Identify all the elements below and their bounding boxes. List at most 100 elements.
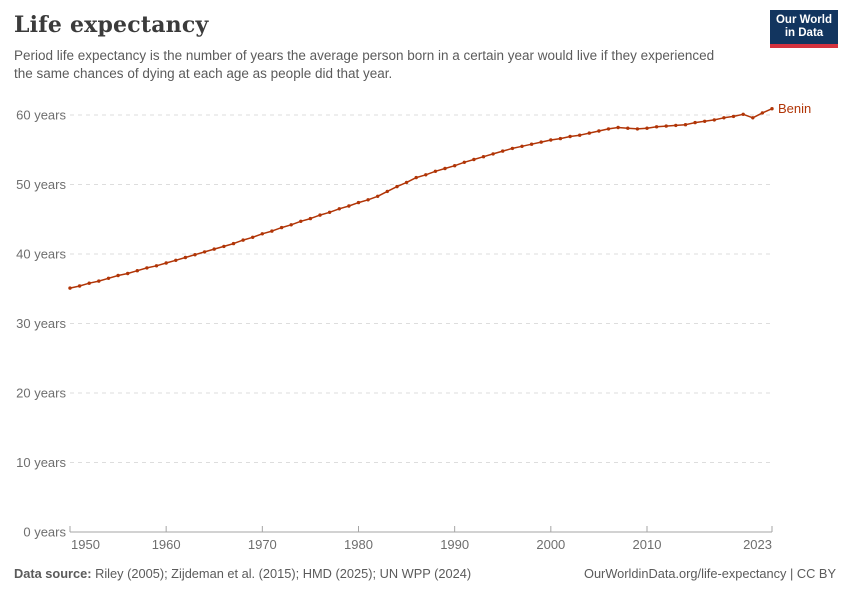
data-point[interactable] — [693, 120, 697, 125]
data-point[interactable] — [703, 119, 707, 124]
data-point[interactable] — [520, 144, 524, 148]
owid-logo[interactable]: Our World in Data — [770, 10, 838, 48]
data-point[interactable] — [376, 194, 380, 198]
data-point[interactable] — [568, 134, 572, 139]
data-point[interactable] — [202, 250, 207, 254]
data-point[interactable] — [722, 116, 726, 120]
data-point[interactable] — [193, 253, 197, 257]
data-point[interactable] — [126, 271, 130, 276]
y-axis-tick-label: 60 years — [16, 108, 66, 123]
data-point[interactable] — [222, 244, 226, 249]
data-point[interactable] — [645, 126, 649, 130]
data-point[interactable] — [241, 238, 245, 242]
owid-logo-stripe — [770, 44, 838, 48]
data-point[interactable] — [597, 129, 601, 133]
data-point[interactable] — [635, 127, 640, 131]
data-point[interactable] — [145, 266, 149, 270]
data-point[interactable] — [443, 166, 447, 171]
data-source-note: Data source: Riley (2005); Zijdeman et a… — [14, 566, 471, 581]
data-point[interactable] — [433, 169, 438, 173]
credit-link[interactable]: OurWorldinData.org/life-expectancy | CC … — [583, 566, 836, 581]
y-axis-tick-label: 0 years — [23, 525, 66, 540]
data-point[interactable] — [231, 241, 236, 246]
data-point[interactable] — [462, 160, 466, 164]
data-point[interactable] — [731, 114, 736, 119]
data-point[interactable] — [289, 223, 293, 227]
series-label[interactable]: Benin — [778, 101, 811, 116]
data-point[interactable] — [327, 210, 332, 214]
data-point[interactable] — [587, 131, 591, 135]
data-point[interactable] — [308, 216, 313, 221]
data-point[interactable] — [251, 235, 255, 239]
data-point[interactable] — [664, 124, 668, 128]
data-point[interactable] — [751, 116, 755, 120]
data-point[interactable] — [337, 207, 341, 211]
data-point[interactable] — [549, 138, 553, 142]
y-axis-tick-label: 20 years — [16, 386, 66, 401]
x-axis-tick-label: 1980 — [344, 537, 373, 552]
data-point[interactable] — [87, 281, 91, 285]
data-point[interactable] — [404, 180, 409, 185]
data-point[interactable] — [68, 286, 72, 290]
x-axis-tick-label: 1950 — [71, 537, 100, 552]
data-point[interactable] — [578, 133, 582, 137]
data-point[interactable] — [154, 264, 159, 268]
data-point[interactable] — [270, 229, 274, 233]
data-point[interactable] — [491, 152, 495, 156]
data-point[interactable] — [539, 140, 543, 144]
data-point[interactable] — [212, 247, 216, 251]
x-axis-tick-label: 1970 — [248, 537, 277, 552]
x-axis-tick-label: 2010 — [633, 537, 662, 552]
y-axis-tick-label: 30 years — [16, 316, 66, 331]
data-point[interactable] — [356, 200, 361, 205]
data-point[interactable] — [606, 127, 611, 131]
data-point[interactable] — [97, 279, 101, 283]
data-point[interactable] — [472, 157, 476, 162]
y-axis-tick-label: 40 years — [16, 247, 66, 262]
page-title: Life expectancy — [14, 12, 209, 38]
data-point[interactable] — [183, 255, 188, 260]
data-point[interactable] — [674, 123, 678, 128]
data-point[interactable] — [654, 125, 659, 129]
owid-logo-line1: Our World — [775, 14, 832, 26]
data-point[interactable] — [770, 107, 774, 111]
data-source-text: Riley (2005); Zijdeman et al. (2015); HM… — [91, 566, 472, 581]
data-point[interactable] — [741, 112, 745, 117]
data-point[interactable] — [510, 146, 515, 151]
chart-subtitle: Period life expectancy is the number of … — [14, 48, 715, 81]
data-point[interactable] — [385, 189, 389, 194]
data-point[interactable] — [414, 175, 418, 180]
data-point[interactable] — [616, 125, 620, 130]
data-point[interactable] — [279, 225, 284, 230]
data-point[interactable] — [453, 164, 457, 168]
y-axis-tick-label: 50 years — [16, 177, 66, 192]
data-point[interactable] — [77, 284, 82, 288]
data-point[interactable] — [299, 219, 303, 223]
y-axis-tick-label: 10 years — [16, 455, 66, 470]
data-point[interactable] — [395, 184, 399, 189]
data-point[interactable] — [529, 142, 534, 146]
data-point[interactable] — [164, 261, 168, 265]
data-point[interactable] — [626, 126, 630, 130]
data-point[interactable] — [424, 173, 428, 177]
data-point[interactable] — [481, 155, 486, 159]
owid-logo-line2: in Data — [784, 27, 824, 39]
data-point[interactable] — [683, 123, 688, 127]
data-point[interactable] — [318, 213, 322, 217]
x-axis-tick-label: 2000 — [536, 537, 565, 552]
data-point[interactable] — [366, 198, 370, 202]
data-point[interactable] — [501, 149, 505, 153]
data-point[interactable] — [174, 258, 178, 262]
data-point[interactable] — [760, 111, 765, 115]
data-source-label: Data source: — [14, 566, 92, 581]
data-point[interactable] — [347, 204, 351, 208]
data-point[interactable] — [106, 276, 111, 280]
data-point[interactable] — [260, 232, 264, 236]
data-point[interactable] — [712, 118, 716, 122]
data-point[interactable] — [135, 269, 139, 273]
x-axis-tick-label: 1990 — [440, 537, 469, 552]
data-point[interactable] — [116, 273, 120, 278]
data-point[interactable] — [558, 136, 563, 141]
